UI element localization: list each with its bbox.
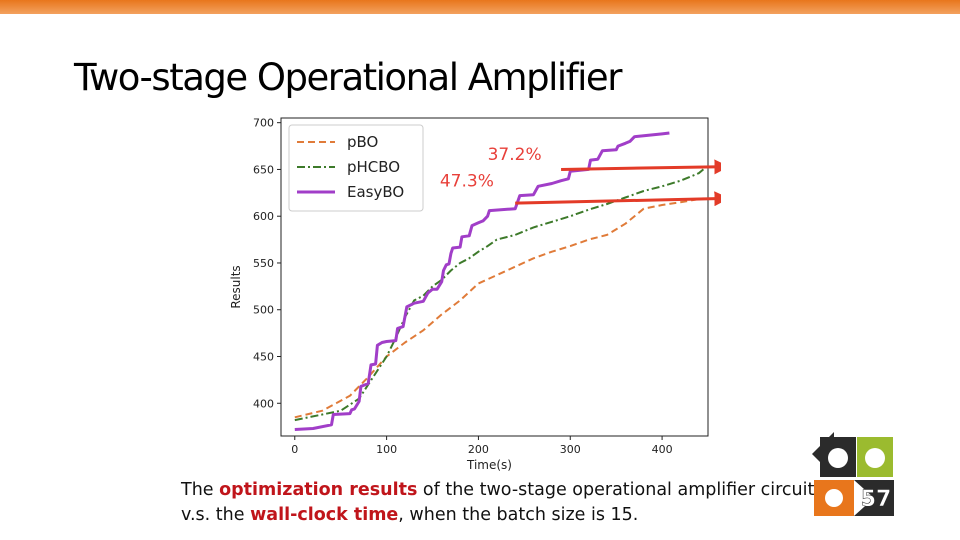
y-tick-label: 500: [253, 304, 274, 317]
caption-highlight-wall-clock-time: wall-clock time: [250, 505, 399, 525]
slide-title: Two-stage Operational Amplifier: [74, 56, 622, 99]
caption-text-2: of the two-stage operational amplifier c…: [181, 480, 815, 525]
legend-label: EasyBO: [347, 183, 404, 201]
legend-box: [288, 124, 424, 212]
page-number: 57: [861, 487, 892, 512]
logo-white-circle-2: [865, 448, 885, 468]
caption-highlight-optimization-results: optimization results: [219, 480, 418, 500]
y-tick-label: 650: [253, 163, 274, 176]
logo-white-circle: [828, 448, 848, 468]
caption-text-3: , when the batch size is 15.: [398, 505, 639, 525]
annotation-arrow: [561, 159, 721, 175]
y-tick-label: 550: [253, 257, 274, 270]
annotation-label: 47.3%: [440, 171, 494, 191]
logo-dark-chevron: [854, 480, 894, 516]
series-line-easybo: [294, 131, 670, 431]
caption-text-1: The: [181, 480, 220, 500]
y-tick-label: 600: [253, 210, 274, 223]
x-tick-label: 200: [468, 443, 489, 456]
x-tick-label: 100: [376, 443, 397, 456]
top-accent-bar: [0, 0, 960, 14]
plot-frame: [280, 117, 709, 437]
x-axis-label: Time(s): [466, 458, 512, 472]
conference-logo: 57: [812, 432, 894, 516]
annotation-arrow: [515, 191, 721, 207]
y-axis-label: Results: [229, 265, 243, 308]
y-tick-label: 450: [253, 351, 274, 364]
legend-label: pHCBO: [347, 158, 400, 176]
x-tick-label: 400: [652, 443, 673, 456]
series-line-pbo: [294, 197, 704, 419]
y-tick-label: 700: [253, 117, 274, 130]
annotation-label: 37.2%: [488, 145, 542, 165]
series-line-phcbo: [294, 168, 705, 422]
x-tick-label: 300: [560, 443, 581, 456]
logo-white-circle-3: [825, 489, 843, 507]
legend-label: pBO: [347, 133, 378, 151]
y-tick-label: 400: [253, 397, 274, 410]
chart: 0 100 200 300 400 400 450 500 550 600 650 700 Time(s…: [229, 117, 721, 472]
caption: The optimization results of the two-stag…: [181, 478, 821, 528]
x-tick-label: 0: [291, 443, 298, 456]
